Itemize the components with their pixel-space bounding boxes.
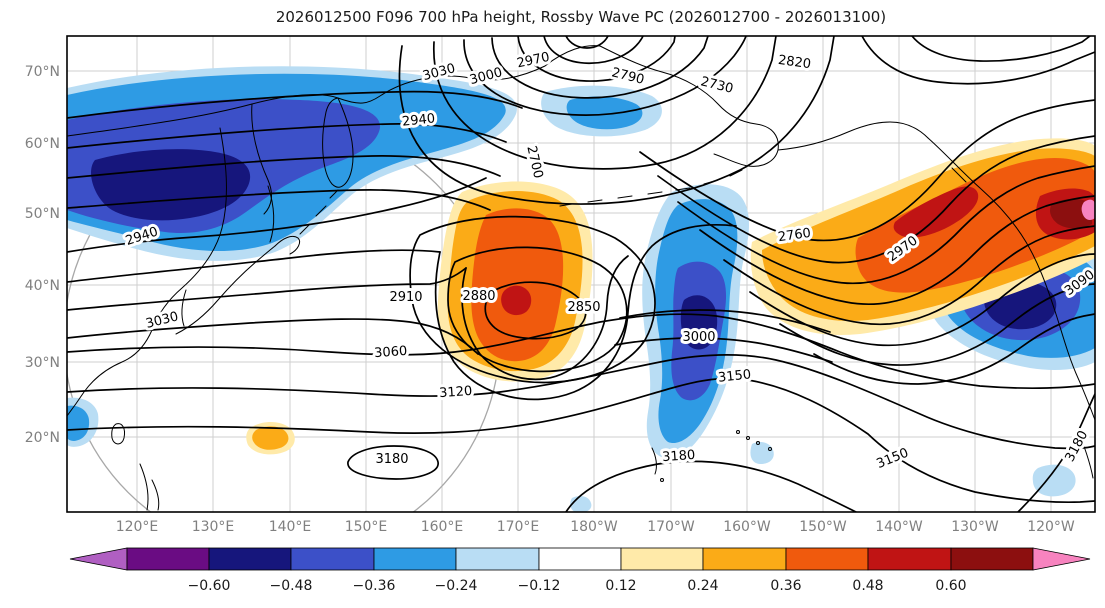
x-tick-label: 120°E xyxy=(116,519,159,535)
x-tick-label: 140°E xyxy=(269,519,312,535)
x-tick-label: 130°W xyxy=(951,519,999,535)
contour-label: 3150 xyxy=(875,446,911,472)
height-contours xyxy=(67,36,1095,512)
y-tick-label: 40°N xyxy=(25,278,60,294)
contour-label: 3120 xyxy=(439,384,473,401)
x-axis-ticks: 120°E 130°E 140°E 150°E 160°E 170°E 180°… xyxy=(116,519,1075,535)
colorbar-tick-label: 0.48 xyxy=(852,578,883,594)
contour-label: 2700 xyxy=(523,144,545,180)
map-area: 3030 3000 2970 2790 2730 2820 2940 2700 … xyxy=(67,36,1095,512)
x-tick-label: 180°W xyxy=(570,519,618,535)
contour-label: 2910 xyxy=(389,290,422,305)
x-tick-label: 150°E xyxy=(345,519,388,535)
contour-label: 3000 xyxy=(468,65,504,88)
contour-label: 3180 xyxy=(1063,428,1092,464)
colorbar-segment xyxy=(702,547,787,571)
contour-label: 3180 xyxy=(662,448,696,465)
colorbar-segment xyxy=(373,547,457,571)
x-tick-label: 170°E xyxy=(497,519,540,535)
colorbar-tick-label: −0.12 xyxy=(518,578,561,594)
colorbar-extend-left xyxy=(69,547,128,571)
colorbar-segment xyxy=(290,547,375,571)
contour-label: 3000 xyxy=(682,330,715,345)
contour-label: 2820 xyxy=(777,53,812,72)
contour-label: 2730 xyxy=(699,74,735,97)
colorbar-extend-right xyxy=(1032,547,1091,571)
colorbar-segment xyxy=(867,547,952,571)
contour-label: 3180 xyxy=(375,452,408,467)
contour-label: 3060 xyxy=(374,344,408,361)
y-tick-label: 30°N xyxy=(25,355,60,371)
colorbar-segment xyxy=(208,547,292,571)
contour-label: 2850 xyxy=(567,300,600,315)
x-tick-label: 160°W xyxy=(723,519,771,535)
plot-frame xyxy=(66,35,1096,513)
colorbar-tick-label: −0.24 xyxy=(435,578,478,594)
x-tick-label: 130°E xyxy=(192,519,235,535)
colorbar-segment xyxy=(126,547,210,571)
x-tick-label: 160°E xyxy=(421,519,464,535)
y-tick-label: 20°N xyxy=(25,430,60,446)
chart-title: 2026012500 F096 700 hPa height, Rossby W… xyxy=(276,8,886,26)
colorbar-segment xyxy=(455,547,540,571)
x-tick-label: 140°W xyxy=(875,519,923,535)
colorbar-tick-label: 0.36 xyxy=(770,578,801,594)
colorbar-segment xyxy=(785,547,869,571)
y-tick-label: 70°N xyxy=(25,64,60,80)
colorbar-tick-labels: −0.60 −0.48 −0.36 −0.24 −0.12 0.12 0.24 … xyxy=(188,578,967,594)
y-tick-label: 50°N xyxy=(25,206,60,222)
x-tick-label: 120°W xyxy=(1027,519,1075,535)
x-tick-label: 170°W xyxy=(647,519,695,535)
colorbar-tick-label: 0.24 xyxy=(687,578,718,594)
contour-label: 2970 xyxy=(516,50,551,72)
y-axis-ticks: 70°N 60°N 50°N 40°N 30°N 20°N xyxy=(25,64,60,446)
colorbar-segment xyxy=(950,547,1034,571)
colorbar: −0.60 −0.48 −0.36 −0.24 −0.12 0.12 0.24 … xyxy=(69,547,1091,594)
colorbar-tick-label: 0.60 xyxy=(935,578,966,594)
colorbar-tick-label: −0.48 xyxy=(270,578,313,594)
colorbar-segment xyxy=(538,547,622,571)
anomaly-shading xyxy=(67,66,1095,512)
colorbar-tick-label: −0.60 xyxy=(188,578,231,594)
y-tick-label: 60°N xyxy=(25,136,60,152)
contour-label: 2880 xyxy=(462,289,495,304)
x-tick-label: 150°W xyxy=(799,519,847,535)
colorbar-segment xyxy=(620,547,704,571)
contour-label: 2790 xyxy=(610,65,646,88)
colorbar-tick-label: −0.36 xyxy=(353,578,396,594)
colorbar-tick-label: 0.12 xyxy=(605,578,636,594)
